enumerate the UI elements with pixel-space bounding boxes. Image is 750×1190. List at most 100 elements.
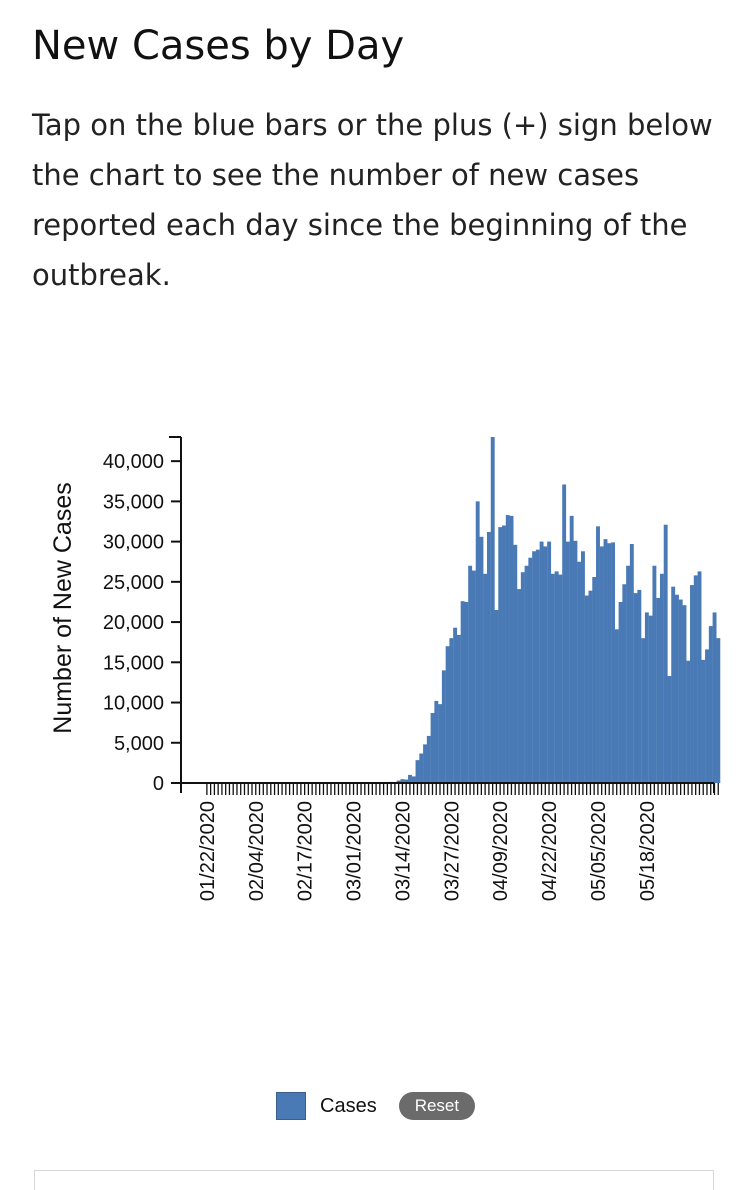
bar[interactable]	[487, 532, 491, 783]
bar[interactable]	[619, 602, 623, 783]
bar[interactable]	[562, 484, 566, 783]
bar[interactable]	[419, 754, 423, 783]
bar[interactable]	[656, 598, 660, 783]
y-tick-label: 10,000	[103, 693, 164, 715]
bar[interactable]	[416, 760, 420, 783]
x-tick-label: 03/14/2020	[392, 801, 414, 901]
bar[interactable]	[637, 590, 641, 783]
bar[interactable]	[472, 571, 476, 783]
bar[interactable]	[690, 585, 694, 783]
bar[interactable]	[453, 628, 457, 783]
bar[interactable]	[709, 626, 713, 783]
bar[interactable]	[713, 612, 717, 783]
bar[interactable]	[510, 516, 514, 783]
y-axis-label: Number of New Cases	[49, 482, 77, 733]
bar[interactable]	[536, 550, 540, 783]
bar[interactable]	[630, 544, 634, 783]
bar[interactable]	[652, 566, 656, 783]
new-cases-bar-chart: Number of New Cases 05,00010,00015,00020…	[0, 420, 750, 960]
bar[interactable]	[464, 602, 468, 783]
bar[interactable]	[438, 704, 442, 783]
bar[interactable]	[543, 546, 547, 783]
bar[interactable]	[476, 501, 480, 783]
bar[interactable]	[604, 539, 608, 783]
y-tick-label: 40,000	[103, 451, 164, 473]
bar[interactable]	[694, 575, 698, 783]
bar[interactable]	[528, 558, 532, 783]
chart-legend: Cases Reset	[276, 1087, 475, 1125]
bar[interactable]	[705, 649, 709, 783]
bar[interactable]	[434, 701, 438, 783]
bar[interactable]	[596, 526, 600, 783]
bar[interactable]	[585, 596, 589, 783]
bar[interactable]	[589, 591, 593, 783]
bar[interactable]	[581, 551, 585, 783]
bar[interactable]	[577, 562, 581, 783]
bar[interactable]	[600, 546, 604, 783]
bar[interactable]	[558, 575, 562, 783]
bar[interactable]	[611, 542, 615, 783]
bar[interactable]	[626, 566, 630, 783]
x-tick-label: 05/05/2020	[588, 801, 610, 901]
bar[interactable]	[716, 638, 720, 783]
bar[interactable]	[664, 525, 668, 783]
bar[interactable]	[675, 595, 679, 783]
bar[interactable]	[483, 574, 487, 783]
bar[interactable]	[649, 616, 653, 783]
bar[interactable]	[513, 545, 517, 783]
bar[interactable]	[660, 574, 664, 783]
bar[interactable]	[551, 574, 555, 783]
cases-legend-label[interactable]: Cases	[320, 1095, 377, 1118]
reset-button[interactable]: Reset	[399, 1092, 475, 1120]
bar[interactable]	[607, 543, 611, 783]
bar[interactable]	[698, 571, 702, 783]
bar[interactable]	[506, 515, 510, 783]
bar[interactable]	[701, 660, 705, 783]
bar[interactable]	[592, 577, 596, 783]
bar[interactable]	[431, 713, 435, 783]
bar[interactable]	[408, 775, 412, 783]
bar[interactable]	[540, 542, 544, 783]
bar[interactable]	[547, 542, 551, 783]
bar[interactable]	[495, 610, 499, 783]
bar[interactable]	[502, 526, 506, 783]
y-tick-label: 15,000	[103, 652, 164, 674]
x-tick-label: 01/22/2020	[197, 801, 219, 901]
bar[interactable]	[468, 566, 472, 783]
x-tick-label: 02/17/2020	[295, 801, 317, 901]
bar[interactable]	[622, 584, 626, 783]
bar[interactable]	[683, 605, 687, 783]
x-tick-label: 05/18/2020	[637, 801, 659, 901]
bar[interactable]	[521, 572, 525, 783]
bar[interactable]	[634, 593, 638, 783]
bar[interactable]	[457, 635, 461, 783]
x-tick-label: 04/09/2020	[490, 801, 512, 901]
cases-legend-swatch[interactable]	[276, 1092, 306, 1120]
bar[interactable]	[667, 676, 671, 783]
bar[interactable]	[446, 646, 450, 783]
bar[interactable]	[491, 437, 495, 783]
bar[interactable]	[525, 566, 529, 783]
bar[interactable]	[641, 638, 645, 783]
chart-description: Tap on the blue bars or the plus (+) sig…	[32, 100, 722, 300]
bar[interactable]	[498, 527, 502, 783]
bar[interactable]	[645, 612, 649, 783]
bar[interactable]	[461, 601, 465, 783]
bar[interactable]	[615, 629, 619, 783]
bar[interactable]	[555, 571, 559, 783]
bar[interactable]	[566, 542, 570, 783]
bar[interactable]	[449, 638, 453, 783]
bar[interactable]	[517, 589, 521, 783]
bar[interactable]	[479, 537, 483, 783]
bar[interactable]	[532, 551, 536, 783]
bar[interactable]	[570, 516, 574, 783]
bar[interactable]	[423, 744, 427, 783]
next-section-panel	[34, 1170, 714, 1190]
bar[interactable]	[686, 661, 690, 783]
x-tick-label: 04/22/2020	[539, 801, 561, 901]
bar[interactable]	[671, 587, 675, 783]
bar[interactable]	[679, 600, 683, 783]
bar[interactable]	[427, 736, 431, 783]
bar[interactable]	[573, 541, 577, 783]
bar[interactable]	[442, 670, 446, 783]
